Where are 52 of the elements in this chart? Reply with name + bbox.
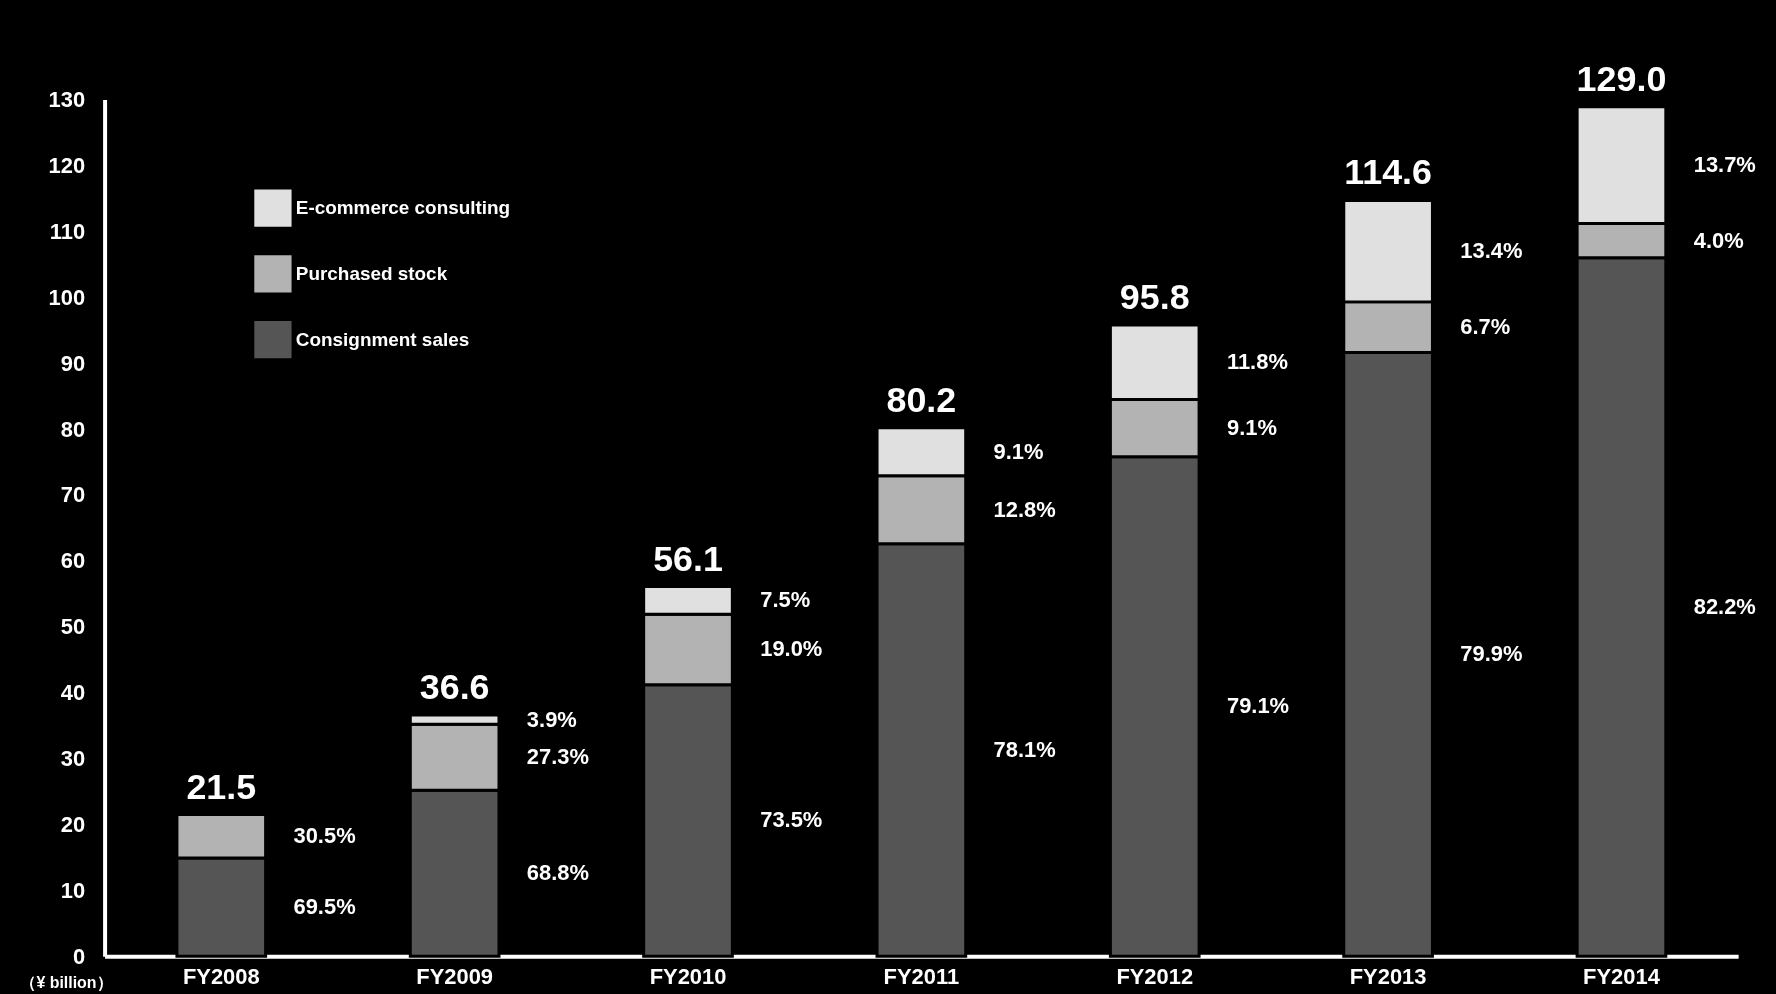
x-tick-label: FY2014 bbox=[1583, 963, 1661, 989]
x-tick-label: FY2012 bbox=[1116, 963, 1194, 989]
annotation: 68.8% bbox=[526, 860, 589, 886]
total-label: 114.6 bbox=[1344, 152, 1432, 193]
total-label: 36.6 bbox=[419, 667, 490, 708]
annotation: 9.1% bbox=[993, 438, 1044, 464]
annotation: 6.7% bbox=[1460, 314, 1511, 340]
y-tick-label: 30 bbox=[60, 745, 86, 771]
total-label: 21.5 bbox=[186, 766, 257, 807]
annotation: 82.2% bbox=[1693, 593, 1756, 619]
y-tick-label: 40 bbox=[60, 680, 86, 706]
legend-label: Consignment sales bbox=[295, 328, 470, 350]
annotation: 27.3% bbox=[526, 744, 589, 770]
annotation: 4.0% bbox=[1693, 227, 1744, 253]
y-tick-label: 60 bbox=[60, 548, 86, 574]
x-tick-label: FY2008 bbox=[182, 963, 260, 989]
legend-label: E-commerce consulting bbox=[295, 197, 511, 219]
annotation: 13.4% bbox=[1460, 238, 1523, 264]
y-tick-label: 0 bbox=[72, 943, 86, 969]
annotation: 73.5% bbox=[760, 807, 823, 833]
y-tick-label: 130 bbox=[48, 87, 86, 113]
y-tick-label: 80 bbox=[60, 416, 86, 442]
annotation: 30.5% bbox=[293, 823, 356, 849]
annotation: 3.9% bbox=[526, 706, 577, 732]
y-tick-label: 100 bbox=[48, 284, 86, 310]
x-tick-label: FY2010 bbox=[649, 963, 727, 989]
total-label: 80.2 bbox=[886, 379, 957, 420]
annotation: 79.9% bbox=[1460, 641, 1523, 667]
annotation: 9.1% bbox=[1226, 415, 1277, 441]
annotation: 11.8% bbox=[1226, 349, 1288, 375]
annotation: 19.0% bbox=[760, 636, 823, 662]
annotation: 7.5% bbox=[760, 587, 811, 613]
y-tick-label: 120 bbox=[48, 152, 86, 178]
y-axis-title: （¥ billion） bbox=[20, 973, 113, 992]
legend-label: Purchased stock bbox=[295, 262, 448, 284]
x-tick-label: FY2013 bbox=[1349, 963, 1427, 989]
annotation: 13.7% bbox=[1693, 152, 1756, 178]
annotation: 79.1% bbox=[1226, 693, 1290, 719]
total-label: 56.1 bbox=[653, 538, 723, 579]
annotation: 12.8% bbox=[993, 496, 1056, 522]
total-label: 129.0 bbox=[1576, 58, 1667, 99]
y-tick-label: 50 bbox=[60, 614, 86, 640]
y-tick-label: 10 bbox=[60, 877, 86, 903]
y-tick-label: 90 bbox=[60, 350, 86, 376]
annotation: 69.5% bbox=[293, 894, 356, 920]
total-label: 95.8 bbox=[1119, 277, 1190, 317]
annotation: 78.1% bbox=[993, 736, 1056, 762]
y-tick-label: 20 bbox=[60, 811, 86, 837]
x-tick-label: FY2009 bbox=[416, 963, 493, 989]
x-tick-label: FY2011 bbox=[883, 963, 960, 989]
y-tick-label: 70 bbox=[60, 482, 86, 508]
y-tick-label: 110 bbox=[49, 218, 86, 244]
